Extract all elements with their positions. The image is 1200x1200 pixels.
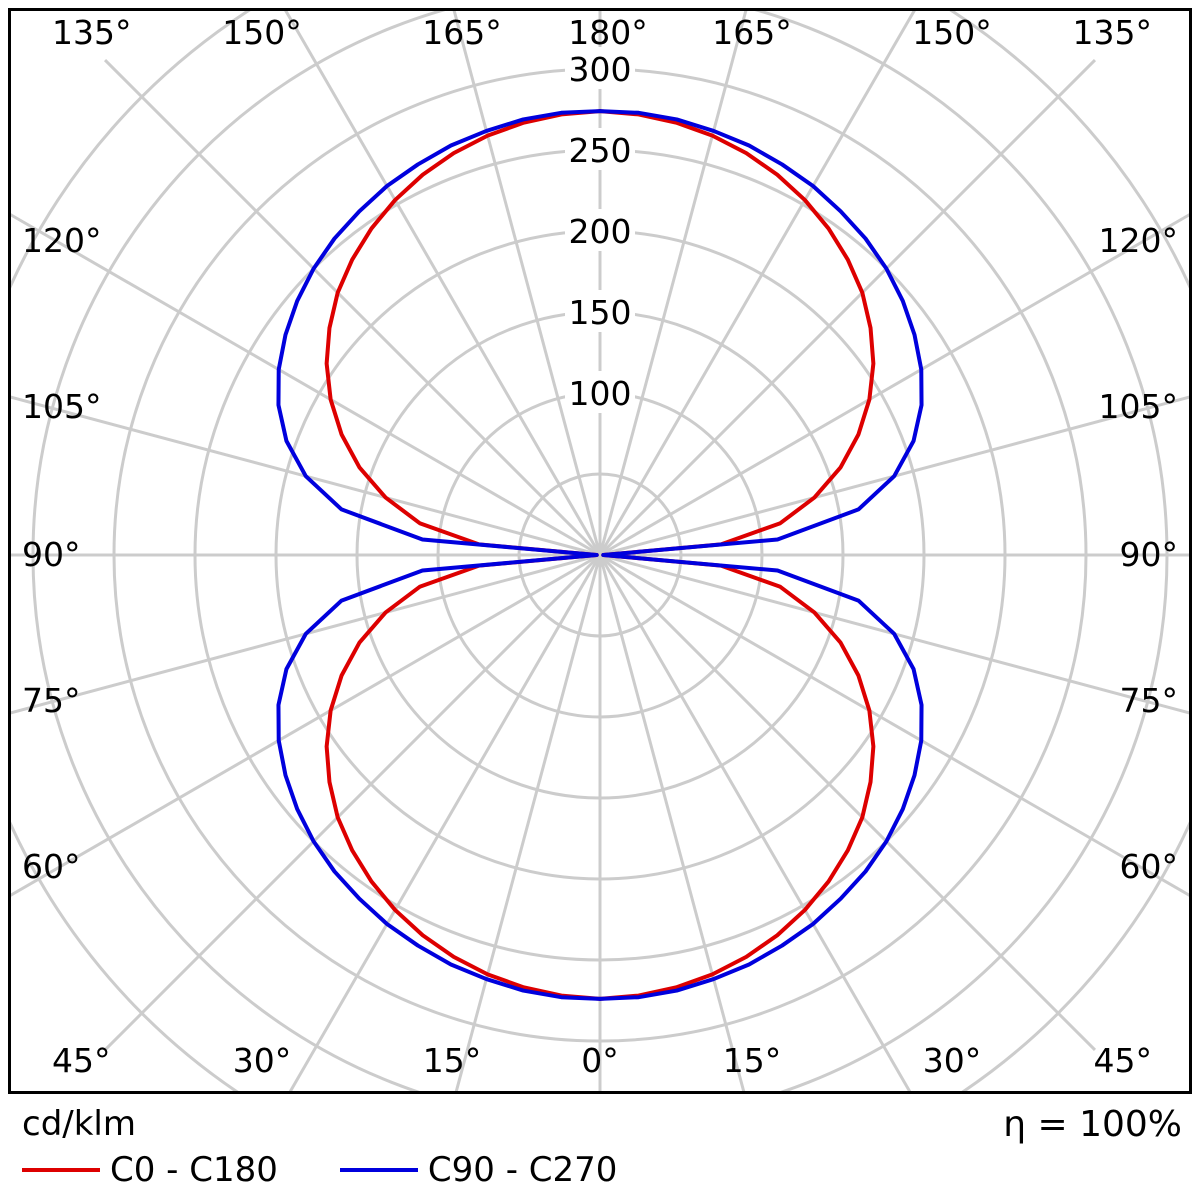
angle-tick-labels: 135° 150° 165° 180° 165° 150° 135° 45° 30° 15° 0° 1… — [22, 13, 1178, 1080]
radial-tick-200: 200 — [569, 212, 632, 251]
angle-label-top-5: 150° — [912, 13, 992, 52]
angle-label-bottom-2: 15° — [423, 1041, 482, 1080]
angle-label-left-4: 60° — [22, 847, 81, 886]
angle-label-left-1: 105° — [22, 387, 102, 426]
angle-label-top-6: 135° — [1073, 13, 1153, 52]
angle-label-right-1: 105° — [1099, 387, 1179, 426]
curve-c90-c270 — [598, 109, 924, 1001]
angle-label-bottom-6: 45° — [1094, 1041, 1153, 1080]
legend-item-c90-c270[interactable]: C90 - C270 — [339, 1150, 618, 1190]
angle-label-bottom-3: 0° — [581, 1041, 619, 1080]
legend-label-c90-c270: C90 - C270 — [427, 1150, 618, 1190]
polar-curves — [276, 109, 924, 1001]
angle-label-right-0: 120° — [1099, 221, 1179, 260]
legend-item-c0-c180[interactable]: C0 - C180 — [22, 1150, 278, 1190]
legend-label-c0-c180: C0 - C180 — [110, 1150, 278, 1190]
angle-label-bottom-0: 45° — [52, 1041, 111, 1080]
angle-label-bottom-4: 15° — [723, 1041, 782, 1080]
angle-label-top-4: 165° — [712, 13, 792, 52]
angle-label-bottom-1: 30° — [233, 1041, 292, 1080]
radial-tick-100: 100 — [569, 374, 632, 413]
radial-tick-labels: 100 150 200 250 300 — [565, 47, 635, 413]
angle-label-top-3: 180° — [568, 13, 648, 52]
angle-label-right-3: 75° — [1120, 681, 1179, 720]
legend-bar: cd/klm η = 100% C0 - C180 C90 - C270 — [0, 1100, 1200, 1200]
radial-tick-150: 150 — [569, 293, 632, 332]
angle-label-top-1: 150° — [222, 13, 302, 52]
legend-entries: C0 - C180 C90 - C270 — [22, 1150, 617, 1190]
curve-c90-c270 — [276, 109, 602, 1001]
angle-label-left-2: 90° — [22, 535, 81, 574]
angle-label-bottom-5: 30° — [923, 1041, 982, 1080]
angle-label-top-0: 135° — [52, 13, 132, 52]
unit-label: cd/klm — [22, 1104, 136, 1144]
legend-swatch-c90-c270 — [339, 1168, 418, 1172]
legend-swatch-c0-c180 — [22, 1168, 100, 1172]
plot-frame — [8, 8, 1192, 1094]
angle-label-top-2: 165° — [422, 13, 502, 52]
radial-tick-300: 300 — [569, 50, 632, 89]
angle-label-left-0: 120° — [22, 221, 102, 260]
angle-label-right-4: 60° — [1120, 847, 1179, 886]
angle-label-right-2: 90° — [1120, 535, 1179, 574]
radial-tick-250: 250 — [569, 131, 632, 170]
efficiency-label: η = 100% — [1003, 1104, 1182, 1145]
angle-label-left-3: 75° — [22, 681, 81, 720]
